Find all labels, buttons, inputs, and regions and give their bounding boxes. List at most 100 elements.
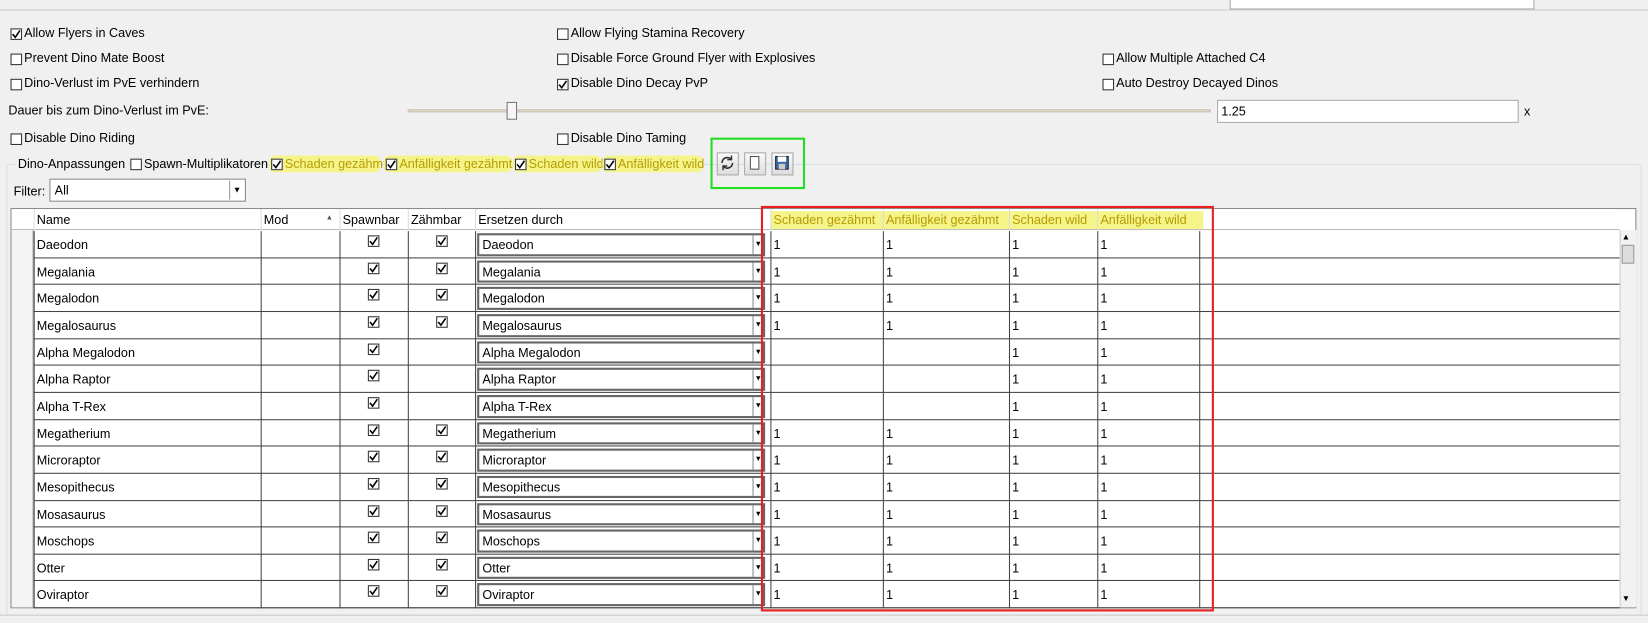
cell-value[interactable]: 1 — [885, 237, 894, 253]
cell-value[interactable]: 1 — [1100, 318, 1108, 333]
tameable-checkbox[interactable] — [436, 585, 448, 598]
replace-combo[interactable]: Alpha T-Rex ▼ — [477, 394, 766, 418]
cell-value[interactable]: 1 — [1012, 506, 1020, 522]
replace-combo[interactable]: Megalania ▼ — [477, 260, 766, 283]
option-checkbox[interactable] — [10, 28, 23, 40]
adjust-checkbox[interactable] — [514, 158, 527, 171]
cell-value[interactable]: 1 — [1100, 399, 1108, 414]
spawnable-checkbox[interactable] — [367, 316, 380, 328]
tameable-checkbox[interactable] — [436, 316, 448, 328]
tameable-checkbox[interactable] — [436, 504, 448, 517]
adjust-checkbox[interactable] — [385, 158, 398, 171]
option-label[interactable]: Disable Dino Decay PvP — [570, 75, 709, 91]
replace-combo[interactable]: Microraptor ▼ — [477, 448, 766, 472]
cell-value[interactable]: 1 — [1100, 237, 1108, 253]
adjust-checkbox[interactable] — [271, 158, 283, 171]
cell-value[interactable]: 1 — [773, 479, 781, 495]
option-checkbox[interactable] — [10, 133, 23, 145]
cell-value[interactable]: 1 — [885, 426, 894, 441]
spawnable-checkbox[interactable] — [367, 397, 380, 409]
replace-combo[interactable]: Mesopithecus ▼ — [477, 475, 766, 499]
cell-value[interactable]: 1 — [773, 318, 781, 333]
cell-value[interactable]: 1 — [773, 264, 781, 280]
cell-value[interactable]: 1 — [1012, 426, 1020, 441]
cell-value[interactable]: 1 — [885, 291, 894, 307]
spawnable-checkbox[interactable] — [367, 450, 380, 463]
cell-value[interactable]: 1 — [1012, 264, 1020, 280]
tameable-checkbox[interactable] — [436, 289, 448, 301]
option-checkbox[interactable] — [1102, 53, 1115, 66]
adjust-label[interactable]: Schaden gezähmt — [284, 156, 387, 172]
spawnable-checkbox[interactable] — [367, 343, 380, 355]
option-label[interactable]: Allow Multiple Attached C4 — [1116, 50, 1266, 66]
cell-value[interactable]: 1 — [1012, 345, 1020, 360]
cell-value[interactable]: 1 — [885, 533, 894, 549]
cell-value[interactable]: 1 — [1012, 560, 1020, 576]
tameable-checkbox[interactable] — [436, 477, 448, 490]
adjust-label[interactable]: Anfälligkeit gezähmt — [399, 156, 513, 172]
cell-value[interactable]: 1 — [773, 587, 781, 603]
cell-value[interactable]: 1 — [1100, 372, 1108, 387]
cell-value[interactable]: 1 — [1100, 291, 1108, 307]
cell-value[interactable]: 1 — [1012, 318, 1020, 333]
spawnable-checkbox[interactable] — [367, 262, 380, 274]
option-label[interactable]: Disable Force Ground Flyer with Explosiv… — [570, 50, 816, 66]
option-checkbox[interactable] — [10, 78, 23, 91]
cell-value[interactable]: 1 — [1100, 587, 1108, 603]
column-header[interactable]: Anfälligkeit wild — [1100, 212, 1187, 227]
cell-value[interactable]: 1 — [885, 506, 894, 522]
cell-value[interactable]: 1 — [885, 264, 894, 280]
column-header[interactable]: Mod — [263, 212, 289, 227]
cell-value[interactable]: 1 — [1100, 426, 1108, 441]
replace-combo[interactable]: Alpha Megalodon ▼ — [477, 341, 766, 364]
column-header[interactable]: Zähmbar — [410, 212, 462, 227]
filter-combo[interactable]: All ▼ — [49, 178, 246, 202]
adjust-checkbox[interactable] — [604, 158, 616, 171]
spawnable-checkbox[interactable] — [367, 504, 380, 517]
slider-thumb[interactable] — [506, 101, 518, 120]
tool-button[interactable] — [744, 152, 767, 176]
spawnable-checkbox[interactable] — [367, 585, 380, 598]
cell-value[interactable]: 1 — [885, 479, 894, 495]
cell-value[interactable]: 1 — [885, 318, 894, 333]
spawnable-checkbox[interactable] — [367, 289, 380, 301]
tool-button[interactable] — [716, 152, 739, 176]
tameable-checkbox[interactable] — [436, 558, 448, 571]
cell-value[interactable]: 1 — [1012, 453, 1020, 468]
spawnable-checkbox[interactable] — [367, 531, 380, 544]
replace-combo[interactable]: Oviraptor ▼ — [477, 583, 766, 607]
adjust-label[interactable]: Schaden wild — [528, 156, 604, 172]
column-header[interactable]: Spawnbar — [342, 212, 400, 227]
cell-value[interactable]: 1 — [1012, 237, 1020, 253]
cell-value[interactable]: 1 — [773, 506, 781, 522]
cell-value[interactable]: 1 — [773, 533, 781, 549]
option-checkbox[interactable] — [10, 53, 23, 66]
replace-combo[interactable]: Megalosaurus ▼ — [477, 314, 766, 337]
cell-value[interactable]: 1 — [1012, 587, 1020, 603]
cell-value[interactable]: 1 — [1012, 399, 1020, 414]
tameable-checkbox[interactable] — [436, 450, 448, 463]
cell-value[interactable]: 1 — [1100, 560, 1108, 576]
cell-value[interactable]: 1 — [1100, 453, 1108, 468]
option-label[interactable]: Allow Flyers in Caves — [24, 25, 145, 40]
scroll-thumb[interactable] — [1621, 244, 1635, 264]
replace-combo[interactable]: Alpha Raptor ▼ — [477, 367, 766, 391]
option-checkbox[interactable] — [557, 28, 569, 40]
cell-value[interactable]: 1 — [885, 587, 894, 603]
cell-value[interactable]: 1 — [1100, 479, 1108, 495]
cell-value[interactable]: 1 — [1100, 345, 1108, 360]
cell-value[interactable]: 1 — [885, 560, 894, 576]
duration-input[interactable]: 1.25 — [1217, 99, 1519, 123]
option-label[interactable]: Disable Dino Riding — [24, 130, 135, 145]
option-label[interactable]: Allow Flying Stamina Recovery — [570, 25, 745, 40]
option-checkbox[interactable] — [557, 78, 569, 91]
replace-combo[interactable]: Megatherium ▼ — [477, 421, 766, 445]
cell-value[interactable]: 1 — [1100, 533, 1108, 549]
option-label[interactable]: Auto Destroy Decayed Dinos — [1116, 75, 1279, 91]
cell-value[interactable]: 1 — [1100, 506, 1108, 522]
spawnable-checkbox[interactable] — [367, 423, 380, 436]
option-checkbox[interactable] — [557, 53, 569, 66]
adjust-checkbox[interactable] — [130, 158, 142, 171]
column-header[interactable]: Anfälligkeit gezähmt — [885, 212, 999, 227]
spawnable-checkbox[interactable] — [367, 477, 380, 490]
